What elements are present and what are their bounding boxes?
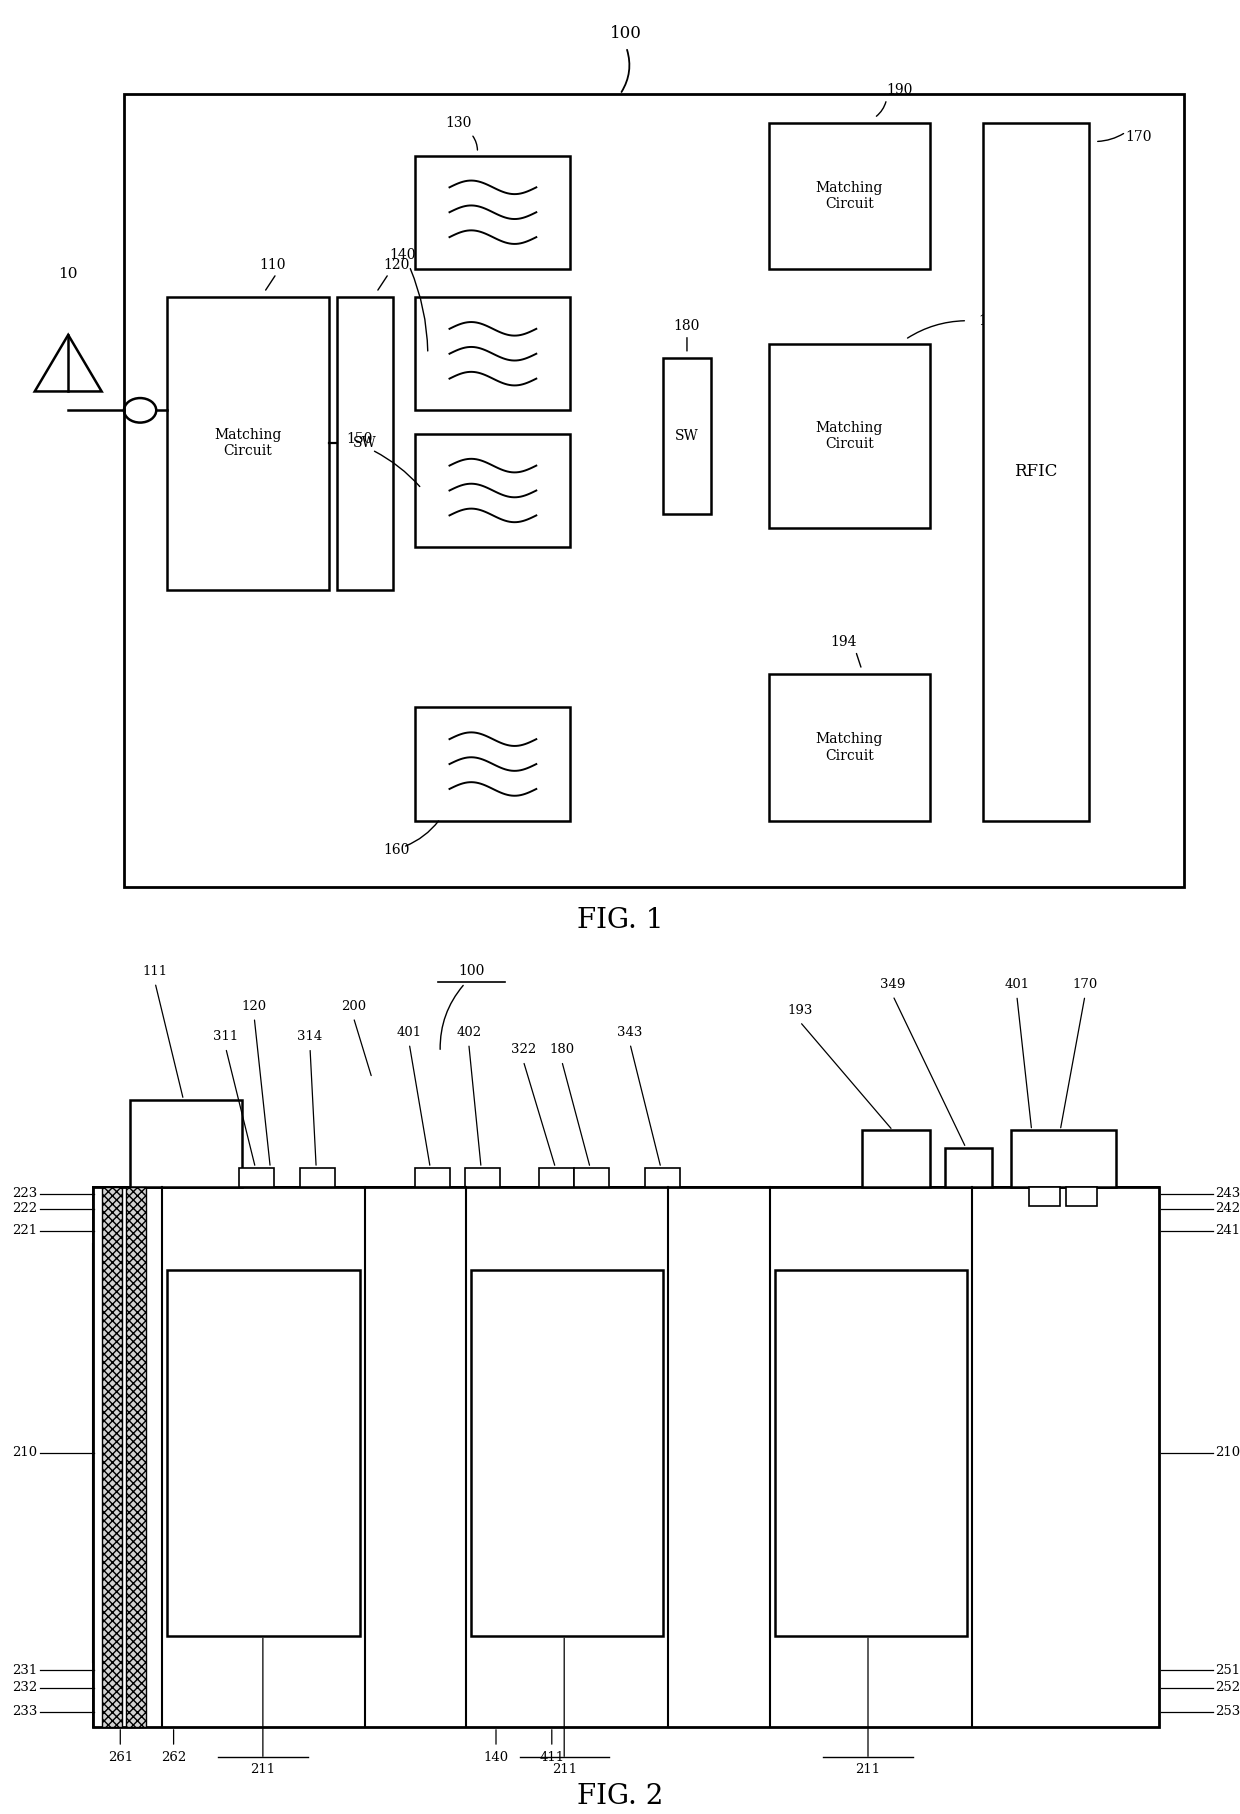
Text: 192: 192 xyxy=(978,314,1006,328)
Text: 210: 210 xyxy=(1215,1446,1240,1458)
Text: 262: 262 xyxy=(161,1751,186,1765)
Text: 242: 242 xyxy=(1215,1203,1240,1215)
Bar xyxy=(1029,1186,1060,1206)
Bar xyxy=(93,1186,1159,1201)
Bar xyxy=(769,675,930,820)
Text: 241: 241 xyxy=(1215,1224,1240,1237)
Text: 200: 200 xyxy=(341,1000,366,1012)
Text: 193: 193 xyxy=(787,1005,812,1018)
Text: 110: 110 xyxy=(259,258,286,272)
Text: 322: 322 xyxy=(511,1043,536,1056)
Text: 232: 232 xyxy=(12,1682,37,1694)
Bar xyxy=(130,1099,242,1186)
Text: 210: 210 xyxy=(12,1446,37,1458)
Text: 180: 180 xyxy=(673,319,701,334)
Bar xyxy=(415,297,570,410)
Text: FIG. 1: FIG. 1 xyxy=(577,907,663,934)
Bar xyxy=(124,94,1184,887)
Text: 251: 251 xyxy=(1215,1663,1240,1676)
Text: 211: 211 xyxy=(250,1763,275,1776)
Text: 261: 261 xyxy=(108,1751,133,1765)
Text: 243: 243 xyxy=(1215,1186,1240,1201)
Bar xyxy=(93,1244,1159,1662)
Text: 221: 221 xyxy=(12,1224,37,1237)
Bar xyxy=(465,1168,500,1186)
Text: 130: 130 xyxy=(445,116,472,131)
Bar xyxy=(167,1270,360,1636)
Bar xyxy=(93,1662,1159,1680)
Text: 401: 401 xyxy=(1004,978,1029,990)
Text: 211: 211 xyxy=(856,1763,880,1776)
Bar xyxy=(93,1680,1159,1696)
Bar xyxy=(93,1186,1159,1727)
Bar xyxy=(415,156,570,268)
Bar xyxy=(1011,1130,1116,1186)
Bar xyxy=(415,707,570,820)
Text: 211: 211 xyxy=(552,1763,577,1776)
Bar xyxy=(93,1696,1159,1727)
Text: 411: 411 xyxy=(539,1751,564,1765)
Bar xyxy=(415,1168,450,1186)
Bar xyxy=(862,1130,930,1186)
Text: Matching
Circuit: Matching Circuit xyxy=(215,428,281,459)
Bar xyxy=(1066,1186,1097,1206)
Text: 222: 222 xyxy=(12,1203,37,1215)
Text: 349: 349 xyxy=(880,978,905,990)
Text: 120: 120 xyxy=(242,1000,267,1012)
Bar xyxy=(126,1186,146,1727)
Bar xyxy=(983,123,1089,820)
Text: Matching
Circuit: Matching Circuit xyxy=(816,181,883,210)
Bar xyxy=(574,1168,609,1186)
Bar xyxy=(769,123,930,268)
Text: 160: 160 xyxy=(383,844,410,856)
Text: 170: 170 xyxy=(1125,131,1152,145)
Bar xyxy=(663,359,711,513)
Bar xyxy=(300,1168,335,1186)
Bar xyxy=(102,1186,122,1727)
Text: 100: 100 xyxy=(458,963,485,978)
Text: 402: 402 xyxy=(456,1027,481,1039)
Text: 401: 401 xyxy=(397,1027,422,1039)
Bar xyxy=(645,1168,680,1186)
Text: FIG. 2: FIG. 2 xyxy=(577,1783,663,1810)
Bar xyxy=(775,1270,967,1636)
Text: 231: 231 xyxy=(12,1663,37,1676)
Text: Matching
Circuit: Matching Circuit xyxy=(816,421,883,452)
Text: 180: 180 xyxy=(549,1043,574,1056)
Text: 252: 252 xyxy=(1215,1682,1240,1694)
Bar xyxy=(167,297,329,590)
Text: 194: 194 xyxy=(830,635,857,649)
Text: 120: 120 xyxy=(383,258,409,272)
Bar xyxy=(539,1168,574,1186)
Bar xyxy=(93,1217,1159,1244)
Bar xyxy=(337,297,393,590)
Text: SW: SW xyxy=(675,430,699,443)
Bar xyxy=(945,1148,992,1186)
Text: 100: 100 xyxy=(610,25,642,42)
Bar xyxy=(239,1168,274,1186)
Bar xyxy=(93,1201,1159,1217)
Text: 190: 190 xyxy=(885,83,913,98)
Bar xyxy=(415,434,570,548)
Text: 223: 223 xyxy=(12,1186,37,1201)
Text: Matching
Circuit: Matching Circuit xyxy=(816,733,883,762)
Text: 253: 253 xyxy=(1215,1705,1240,1718)
Text: 150: 150 xyxy=(346,432,373,446)
Text: 311: 311 xyxy=(213,1030,238,1043)
Bar xyxy=(769,345,930,528)
Text: 111: 111 xyxy=(143,965,167,978)
Text: 140: 140 xyxy=(389,249,417,263)
Text: SW: SW xyxy=(353,437,377,450)
Text: 343: 343 xyxy=(618,1027,642,1039)
Text: 140: 140 xyxy=(484,1751,508,1765)
Text: 314: 314 xyxy=(298,1030,322,1043)
Bar xyxy=(471,1270,663,1636)
Text: RFIC: RFIC xyxy=(1014,463,1058,481)
Text: 170: 170 xyxy=(1073,978,1097,990)
Text: 10: 10 xyxy=(58,267,78,281)
Text: 233: 233 xyxy=(12,1705,37,1718)
